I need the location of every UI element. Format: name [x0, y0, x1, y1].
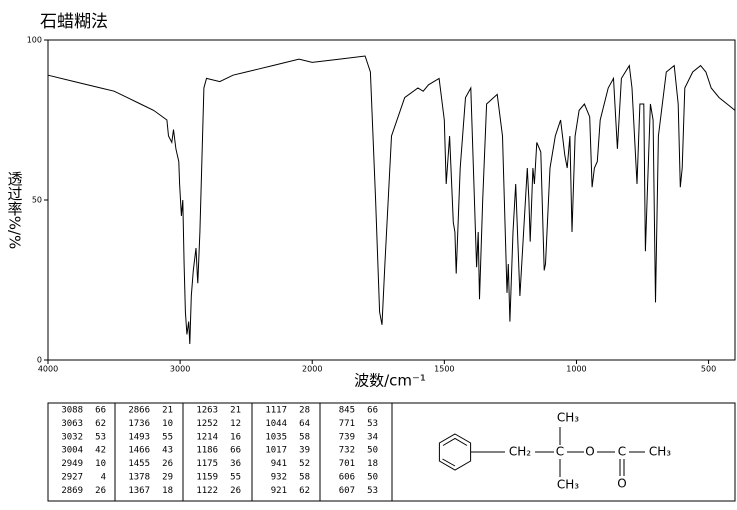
atom-label: C — [618, 445, 626, 459]
peak-intensity: 18 — [162, 486, 173, 496]
peak-intensity: 55 — [162, 432, 173, 442]
peak-intensity: 42 — [95, 446, 106, 456]
peak-wavenumber: 771 — [339, 419, 355, 429]
atom-label: CH₃ — [557, 411, 579, 425]
peak-intensity: 29 — [162, 473, 173, 483]
peak-wavenumber: 2869 — [61, 486, 83, 496]
peak-wavenumber: 1367 — [128, 486, 150, 496]
peak-wavenumber: 3032 — [61, 432, 83, 442]
peak-wavenumber: 932 — [271, 473, 287, 483]
peak-wavenumber: 1159 — [196, 473, 218, 483]
peak-intensity: 21 — [162, 406, 173, 416]
benzene-ring — [438, 433, 472, 471]
x-tick-label: 4000 — [38, 365, 58, 374]
atom-label: CH₃ — [649, 445, 671, 459]
atom-label: O — [617, 477, 626, 491]
peak-intensity: 58 — [299, 473, 310, 483]
peak-wavenumber: 941 — [271, 459, 287, 469]
peak-intensity: 21 — [230, 406, 241, 416]
atom-label: C — [556, 445, 564, 459]
atom-label: CH₃ — [557, 478, 579, 492]
peak-wavenumber: 1035 — [265, 432, 287, 442]
x-tick-label: 2000 — [302, 365, 322, 374]
peak-wavenumber: 1017 — [265, 446, 287, 456]
peak-wavenumber: 1378 — [128, 473, 150, 483]
peak-wavenumber: 701 — [339, 459, 355, 469]
atom-label: CH₂ — [509, 445, 531, 459]
peak-intensity: 64 — [299, 419, 310, 429]
peak-intensity: 50 — [367, 473, 378, 483]
peak-wavenumber: 1044 — [265, 419, 287, 429]
x-tick-label: 500 — [701, 365, 716, 374]
ring-double-bond — [442, 458, 456, 467]
peak-wavenumber: 2866 — [128, 406, 150, 416]
peak-intensity: 50 — [367, 446, 378, 456]
x-tick-label: 1000 — [566, 365, 586, 374]
y-axis-label: 透过率%/% — [6, 171, 24, 250]
peak-wavenumber: 1175 — [196, 459, 218, 469]
peak-intensity: 53 — [95, 432, 106, 442]
peak-intensity: 66 — [230, 446, 241, 456]
peak-wavenumber: 606 — [339, 473, 355, 483]
x-axis-label: 波数/cm⁻¹ — [354, 372, 426, 390]
peak-wavenumber: 1186 — [196, 446, 218, 456]
peak-intensity: 43 — [162, 446, 173, 456]
peak-intensity: 26 — [162, 459, 173, 469]
peak-wavenumber: 1252 — [196, 419, 218, 429]
peak-wavenumber: 1493 — [128, 432, 150, 442]
spectrum-line — [47, 55, 736, 345]
peak-wavenumber: 607 — [339, 486, 355, 496]
x-tick-label: 3000 — [170, 365, 190, 374]
y-tick-label: 100 — [27, 36, 42, 45]
chart-title: 石蜡糊法 — [40, 12, 108, 32]
peak-intensity: 62 — [299, 486, 310, 496]
peak-intensity: 26 — [95, 486, 106, 496]
peak-intensity: 39 — [299, 446, 310, 456]
peak-wavenumber: 3063 — [61, 419, 83, 429]
peak-intensity: 55 — [230, 473, 241, 483]
y-tick-label: 50 — [32, 196, 42, 205]
peak-intensity: 52 — [299, 459, 310, 469]
peak-wavenumber: 1263 — [196, 406, 218, 416]
peak-intensity: 34 — [367, 432, 378, 442]
peak-intensity: 10 — [95, 459, 106, 469]
peak-intensity: 26 — [230, 486, 241, 496]
peak-wavenumber: 1214 — [196, 432, 218, 442]
peak-wavenumber: 3088 — [61, 406, 83, 416]
peak-intensity: 53 — [367, 486, 378, 496]
peak-intensity: 18 — [367, 459, 378, 469]
peak-wavenumber: 2949 — [61, 459, 83, 469]
peak-intensity: 66 — [367, 406, 378, 416]
peak-intensity: 28 — [299, 406, 310, 416]
peak-intensity: 4 — [101, 473, 106, 483]
peak-wavenumber: 1117 — [265, 406, 287, 416]
peak-wavenumber: 1455 — [128, 459, 150, 469]
peak-intensity: 66 — [95, 406, 106, 416]
peak-wavenumber: 1122 — [196, 486, 218, 496]
x-tick-label: 1500 — [434, 365, 454, 374]
peak-wavenumber: 1736 — [128, 419, 150, 429]
peak-intensity: 16 — [230, 432, 241, 442]
ring-double-bond — [442, 437, 468, 446]
peak-intensity: 58 — [299, 432, 310, 442]
peak-wavenumber: 921 — [271, 486, 287, 496]
peak-intensity: 53 — [367, 419, 378, 429]
peak-wavenumber: 739 — [339, 432, 355, 442]
peak-wavenumber: 2927 — [61, 473, 83, 483]
peak-wavenumber: 845 — [339, 406, 355, 416]
atom-label: O — [585, 445, 594, 459]
peak-wavenumber: 3004 — [61, 446, 83, 456]
peak-intensity: 62 — [95, 419, 106, 429]
peak-wavenumber: 732 — [339, 446, 355, 456]
y-tick-label: 0 — [37, 356, 42, 365]
peak-intensity: 10 — [162, 419, 173, 429]
peak-wavenumber: 1466 — [128, 446, 150, 456]
structure-bonds — [438, 427, 645, 477]
peak-intensity: 36 — [230, 459, 241, 469]
peak-intensity: 12 — [230, 419, 241, 429]
